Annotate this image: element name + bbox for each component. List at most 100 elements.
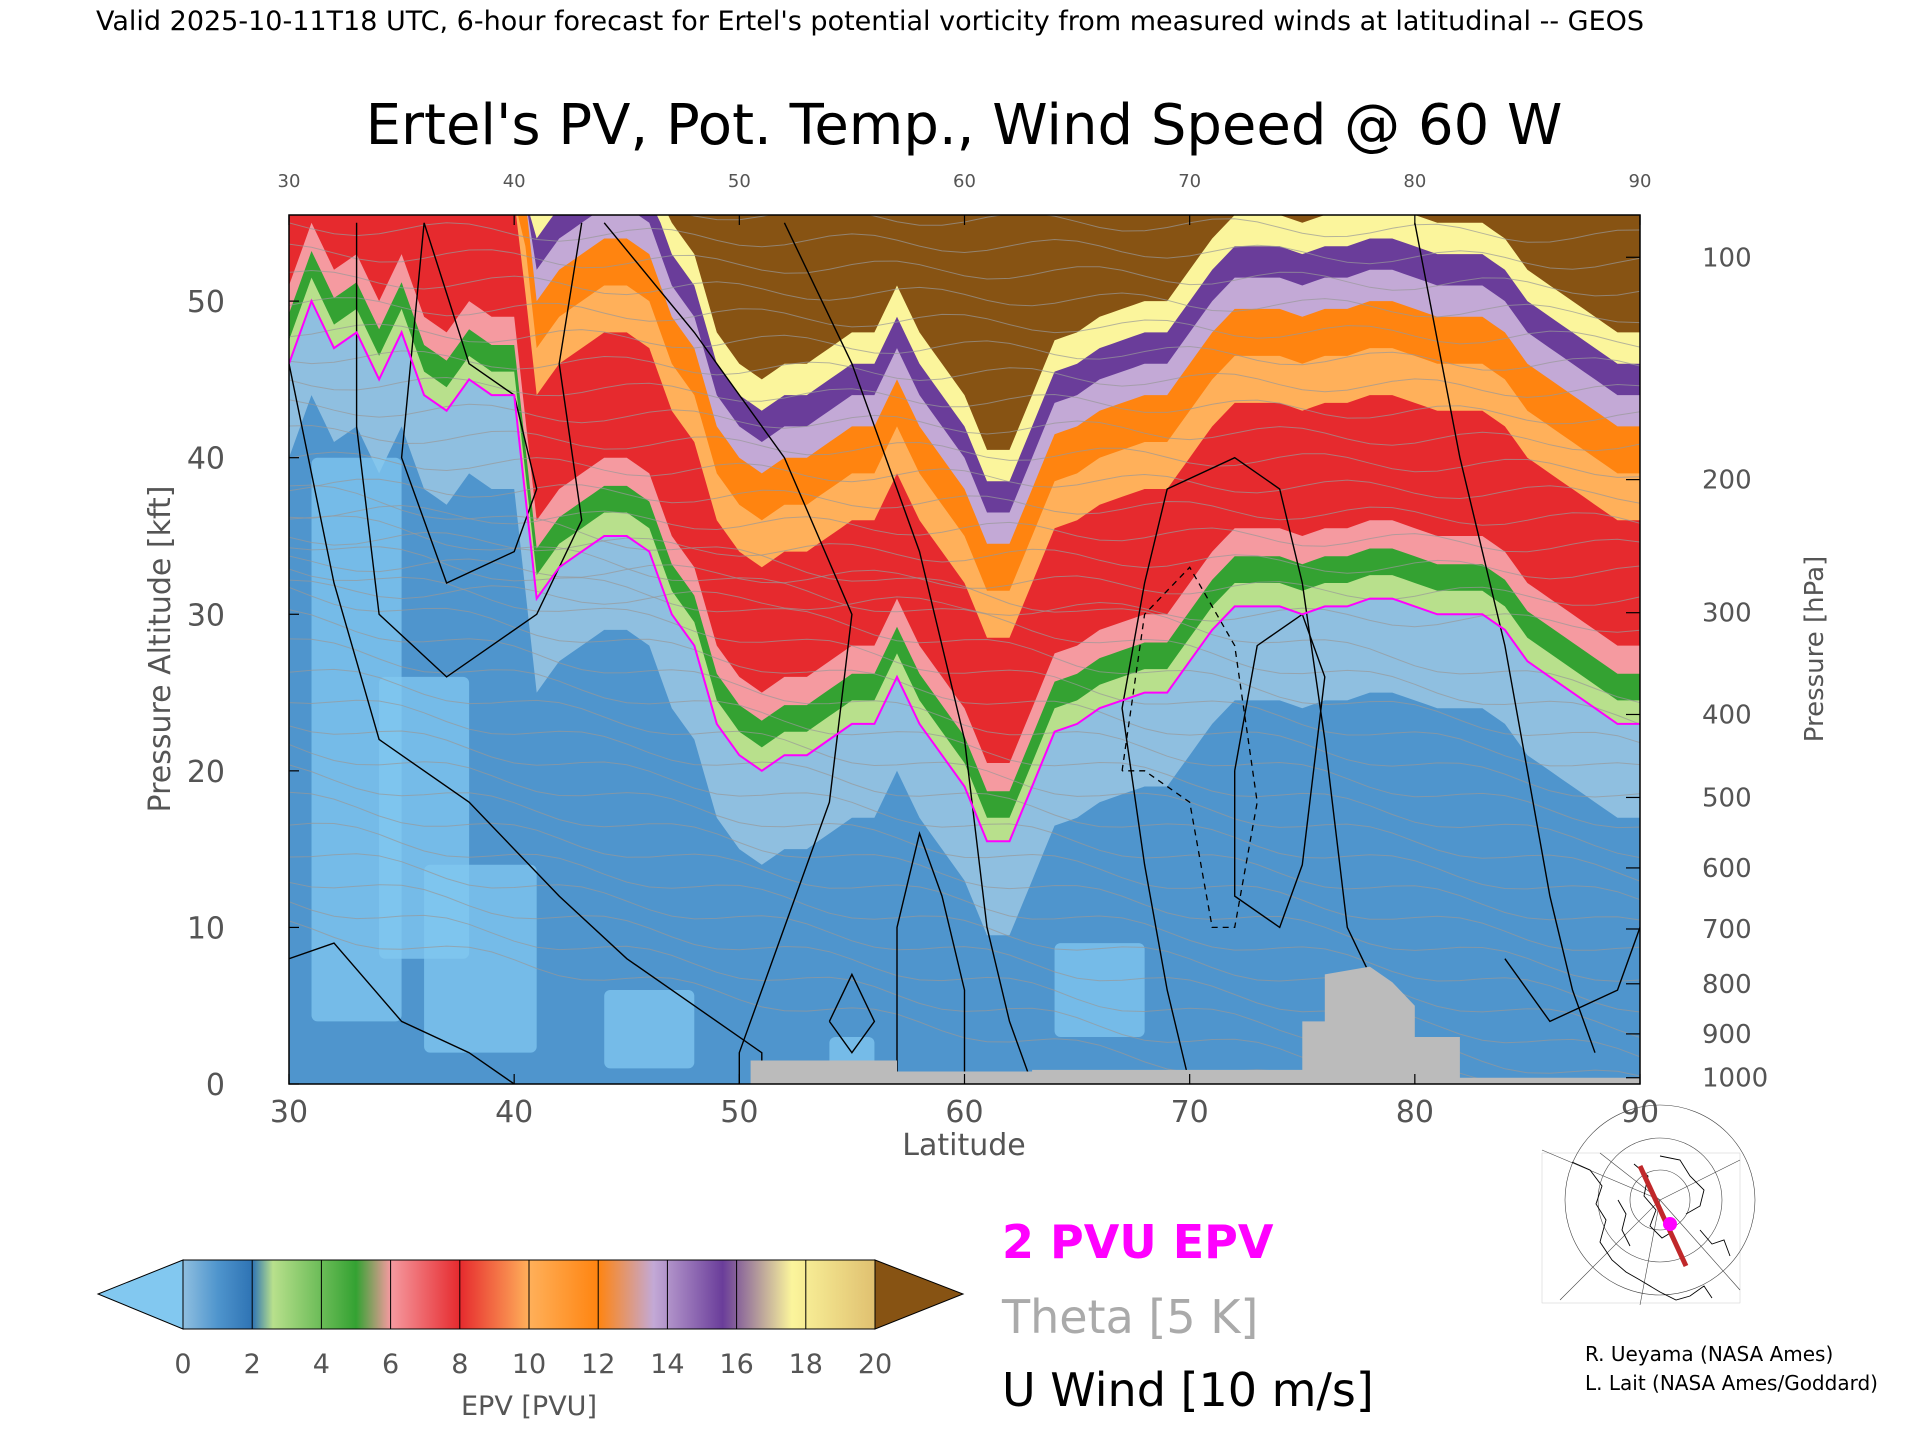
- x-tick-label: 70: [1171, 1095, 1209, 1130]
- u-wind-contour: [355, 222, 583, 678]
- theta-contour: [289, 555, 1640, 606]
- theta-contour: [289, 744, 1640, 951]
- x-tick-label: 30: [270, 1095, 308, 1130]
- epv-band-over-20: [668, 215, 1640, 450]
- colorbar-tick-label: 2: [244, 1349, 261, 1380]
- colorbar-tick-label: 8: [451, 1349, 468, 1380]
- pressure-tick-label: 100: [1702, 243, 1752, 273]
- epv-bands: [289, 215, 1640, 1084]
- colorbar-ticks: 0 2 4 6 8 10 12 14 16 18 20: [174, 1260, 892, 1380]
- y-tick-label: 0: [206, 1068, 225, 1103]
- credit-line-2: L. Lait (NASA Ames/Goddard): [1585, 1371, 1878, 1395]
- inset-map: [1541, 1104, 1756, 1306]
- theta-contour: [289, 478, 1640, 526]
- credit-line-1: R. Ueyama (NASA Ames): [1585, 1342, 1833, 1366]
- x-tick-label: 50: [720, 1095, 758, 1130]
- theta-contour: [289, 376, 1640, 425]
- theta-contour: [289, 484, 1640, 704]
- y-tick-label: 40: [187, 442, 225, 477]
- y-tick-label: 20: [187, 755, 225, 790]
- pressure-tick-label: 800: [1702, 970, 1752, 1000]
- theta-contour: [289, 699, 1640, 901]
- theta-contour: [289, 269, 1640, 324]
- legend-u-wind: U Wind [10 m/s]: [1002, 1363, 1374, 1417]
- pressure-tick-label: 500: [1702, 783, 1752, 813]
- chart-title: Ertel's PV, Pot. Temp., Wind Speed @ 60 …: [366, 93, 1563, 158]
- u-wind-contour: [828, 972, 876, 1054]
- u-wind-contour: [400, 222, 538, 584]
- inset-map-frame: [1541, 1152, 1741, 1304]
- top-x-tick-label: 60: [953, 171, 976, 192]
- inset-location-dot: [1663, 1217, 1677, 1231]
- y-axis-label: Pressure Altitude [kft]: [143, 486, 178, 813]
- y-tick-label: 30: [187, 598, 225, 633]
- epv-low-patch: [311, 457, 402, 1022]
- theta-contour: [289, 725, 1640, 921]
- colorbar: 0 2 4 6 8 10 12 14 16 18 20 EPV [PVU]: [96, 1259, 965, 1422]
- theta-contour: [289, 586, 1640, 798]
- theta-contour: [289, 323, 1640, 371]
- theta-contour: [289, 822, 1640, 1038]
- terrain-mask: [750, 966, 1640, 1084]
- theta-contour: [289, 546, 1640, 744]
- colorbar-tick-label: 10: [512, 1349, 546, 1380]
- u-wind-contour: [1234, 613, 1326, 929]
- theta-contour: [289, 504, 1640, 553]
- x-axis-label: Latitude: [902, 1128, 1025, 1163]
- theta-contour: [289, 579, 1640, 633]
- x-tick-label: 40: [495, 1095, 533, 1130]
- theta-contour: [289, 243, 1640, 297]
- pressure-tick-label: 900: [1702, 1020, 1752, 1050]
- u-wind-contour: [783, 222, 1033, 1084]
- theta-contour: [289, 424, 1640, 478]
- top-x-tick-label: 40: [503, 171, 526, 192]
- epv-low-patch: [604, 990, 695, 1069]
- top-x-tick-label: 80: [1403, 171, 1426, 192]
- x-tick-label: 60: [945, 1095, 983, 1130]
- y2-axis-label: Pressure [hPa]: [1800, 556, 1830, 743]
- theta-contour: [289, 609, 1640, 829]
- inset-transect-line: [1637, 1164, 1689, 1268]
- theta-contour: [289, 791, 1640, 1013]
- u-wind-contour: [289, 942, 515, 1084]
- colorbar-tick-label: 0: [174, 1349, 191, 1380]
- colorbar-over-triangle: [874, 1259, 965, 1330]
- theta-contour: [289, 451, 1640, 504]
- theta-contour: [289, 568, 1640, 767]
- u-wind-contours: [289, 222, 1640, 1084]
- pressure-tick-label: 600: [1702, 854, 1752, 884]
- colorbar-tick-label: 16: [719, 1349, 753, 1380]
- valid-time-header: Valid 2025-10-11T18 UTC, 6-hour forecast…: [96, 6, 1644, 37]
- u-wind-contour: [289, 363, 763, 1084]
- u-wind-contour: [1504, 927, 1640, 1023]
- u-wind-contour: [1414, 222, 1596, 1053]
- pressure-tick-label: 300: [1702, 599, 1752, 629]
- theta-contour: [289, 399, 1640, 452]
- u-wind-contour: [603, 222, 853, 1084]
- pressure-tick-label: 700: [1702, 915, 1752, 945]
- theta-contour: [289, 668, 1640, 882]
- inset-coastlines: [1571, 1155, 1731, 1301]
- theta-contour: [289, 297, 1640, 348]
- y-tick-label: 10: [187, 911, 225, 946]
- epv-low-patch: [1054, 943, 1145, 1038]
- theta-contour: [289, 764, 1640, 982]
- colorbar-tick-label: 4: [313, 1349, 330, 1380]
- theta-contour: [289, 222, 1640, 270]
- u-wind-contour: [896, 831, 966, 1084]
- legend-theta: Theta [5 K]: [1001, 1290, 1258, 1344]
- u-wind-contour: [1121, 456, 1393, 1084]
- colorbar-frame: [182, 1259, 876, 1330]
- pressure-tick-label: 200: [1702, 466, 1752, 496]
- y-tick-label: 50: [187, 285, 225, 320]
- top-x-tick-label: 50: [728, 171, 751, 192]
- plot-area: [289, 215, 1640, 1084]
- colorbar-tick-label: 14: [650, 1349, 684, 1380]
- contour-legend: 2 PVU EPV Theta [5 K] U Wind [10 m/s]: [1001, 1215, 1374, 1417]
- top-x-tick-label: 90: [1629, 171, 1652, 192]
- colorbar-tick-label: 20: [858, 1349, 892, 1380]
- colorbar-tick-label: 6: [382, 1349, 399, 1380]
- x-tick-label: 90: [1621, 1095, 1659, 1130]
- colorbar-tick-label: 18: [789, 1349, 823, 1380]
